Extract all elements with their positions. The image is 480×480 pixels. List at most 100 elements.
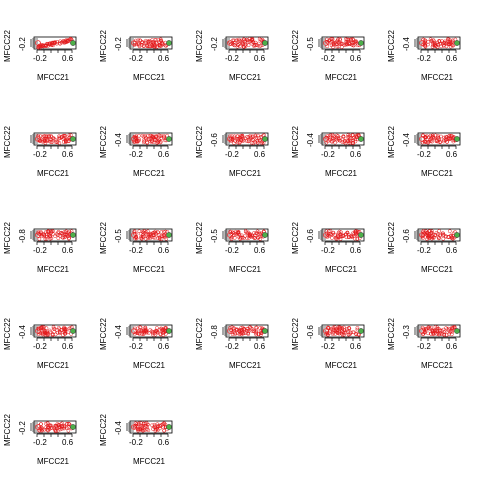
x-axis-label: MFCC21 xyxy=(421,74,453,82)
x-axis-label: MFCC21 xyxy=(37,170,69,178)
x-axis-label: MFCC21 xyxy=(421,266,453,274)
x-axis-label: MFCC21 xyxy=(325,362,357,370)
x-axis-label: MFCC21 xyxy=(421,170,453,178)
highlight-point xyxy=(70,40,75,45)
highlight-point xyxy=(70,424,75,429)
highlight-point xyxy=(262,232,267,237)
x-tick-label: 0.6 xyxy=(254,55,265,63)
highlight-point xyxy=(454,136,459,141)
highlight-point xyxy=(166,232,171,237)
y-axis-label: MFCC22 xyxy=(4,318,12,350)
x-axis-label: MFCC21 xyxy=(325,74,357,82)
highlight-point xyxy=(166,40,171,45)
x-axis-label: MFCC21 xyxy=(133,458,165,466)
highlight-point xyxy=(166,424,171,429)
x-tick-label: -0.2 xyxy=(225,247,239,255)
x-tick-label: 0.6 xyxy=(62,55,73,63)
y-tick-label: -0.2 xyxy=(211,37,219,51)
x-tick-label: -0.2 xyxy=(129,247,143,255)
y-tick-label: -0.4 xyxy=(403,37,411,51)
y-tick-label: -0.2 xyxy=(19,37,27,51)
x-tick-label: 0.6 xyxy=(350,343,361,351)
y-axis-label: MFCC22 xyxy=(100,318,108,350)
highlight-point xyxy=(358,232,363,237)
x-tick-label: -0.2 xyxy=(129,439,143,447)
x-tick-label: 0.6 xyxy=(446,151,457,159)
x-tick-label: 0.6 xyxy=(446,55,457,63)
highlight-point xyxy=(262,40,267,45)
x-axis-label: MFCC21 xyxy=(133,266,165,274)
x-axis-label: MFCC21 xyxy=(133,74,165,82)
y-tick-label: -0.4 xyxy=(307,133,315,147)
highlight-point xyxy=(454,328,459,333)
highlight-point xyxy=(70,232,75,237)
y-tick-label: -0.4 xyxy=(115,325,123,339)
x-tick-label: 0.6 xyxy=(62,343,73,351)
scatter-point xyxy=(247,44,250,47)
x-tick-label: -0.2 xyxy=(417,151,431,159)
y-axis-label: MFCC22 xyxy=(100,126,108,158)
y-axis-label: MFCC22 xyxy=(100,30,108,62)
x-axis-label: MFCC21 xyxy=(325,266,357,274)
x-tick-label: 0.6 xyxy=(158,151,169,159)
x-tick-label: -0.2 xyxy=(33,247,47,255)
x-axis-label: MFCC21 xyxy=(229,266,261,274)
x-tick-label: -0.2 xyxy=(129,55,143,63)
x-tick-label: 0.6 xyxy=(158,55,169,63)
x-tick-label: -0.2 xyxy=(129,343,143,351)
x-tick-label: -0.2 xyxy=(33,343,47,351)
x-tick-label: -0.2 xyxy=(33,439,47,447)
x-tick-label: 0.6 xyxy=(350,151,361,159)
x-tick-label: -0.2 xyxy=(225,343,239,351)
highlight-point xyxy=(358,40,363,45)
y-axis-label: MFCC22 xyxy=(4,126,12,158)
y-axis-label: MFCC22 xyxy=(196,318,204,350)
x-tick-label: -0.2 xyxy=(33,151,47,159)
x-tick-label: 0.6 xyxy=(158,247,169,255)
y-axis-label: MFCC22 xyxy=(292,126,300,158)
x-axis-label: MFCC21 xyxy=(37,266,69,274)
x-tick-label: -0.2 xyxy=(321,343,335,351)
highlight-point xyxy=(166,328,171,333)
highlight-point xyxy=(262,136,267,141)
x-tick-label: 0.6 xyxy=(254,151,265,159)
scatter-point xyxy=(57,237,60,240)
x-tick-label: -0.2 xyxy=(321,55,335,63)
y-tick-label: -0.3 xyxy=(403,325,411,339)
x-tick-label: 0.6 xyxy=(446,247,457,255)
scatter-point xyxy=(138,230,141,233)
x-tick-label: 0.6 xyxy=(62,151,73,159)
x-tick-label: 0.6 xyxy=(350,55,361,63)
y-tick-label: -0.6 xyxy=(307,229,315,243)
y-axis-label: MFCC22 xyxy=(196,126,204,158)
highlight-point xyxy=(262,328,267,333)
x-tick-label: -0.2 xyxy=(33,55,47,63)
y-tick-label: -0.2 xyxy=(19,421,27,435)
scatter-point xyxy=(448,230,451,233)
y-axis-label: MFCC22 xyxy=(292,30,300,62)
scatter-point xyxy=(38,237,41,240)
x-axis-label: MFCC21 xyxy=(229,362,261,370)
x-axis-label: MFCC21 xyxy=(37,362,69,370)
scatter-point xyxy=(438,229,441,232)
x-tick-label: -0.2 xyxy=(129,151,143,159)
x-tick-label: 0.6 xyxy=(158,439,169,447)
y-tick-label: -0.8 xyxy=(211,325,219,339)
y-axis-label: MFCC22 xyxy=(388,126,396,158)
scatter-point xyxy=(54,333,57,336)
y-tick-label: -0.8 xyxy=(19,229,27,243)
scatter-point xyxy=(53,234,56,237)
x-tick-label: -0.2 xyxy=(225,151,239,159)
scatter-point xyxy=(162,333,165,336)
x-tick-label: 0.6 xyxy=(446,343,457,351)
x-axis-label: MFCC21 xyxy=(325,170,357,178)
x-tick-label: -0.2 xyxy=(417,55,431,63)
y-axis-label: MFCC22 xyxy=(4,30,12,62)
y-tick-label: -0.6 xyxy=(307,325,315,339)
x-axis-label: MFCC21 xyxy=(229,74,261,82)
y-tick-label: -0.5 xyxy=(211,229,219,243)
x-axis-label: MFCC21 xyxy=(37,458,69,466)
x-tick-label: -0.2 xyxy=(321,151,335,159)
highlight-point xyxy=(358,136,363,141)
